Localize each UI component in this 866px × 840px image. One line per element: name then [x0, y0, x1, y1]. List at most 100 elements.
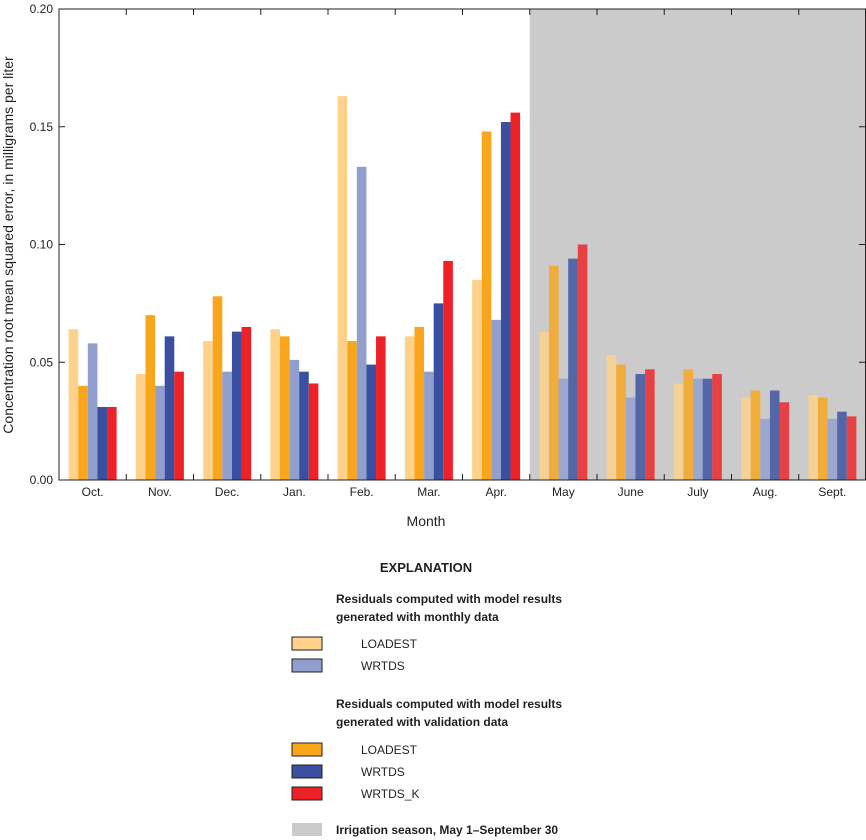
bar-loadest-monthly-aug	[741, 397, 751, 480]
legend-heading: EXPLANATION	[380, 560, 472, 575]
bar-loadest-monthly-oct	[68, 329, 79, 480]
bar-wrtds-monthly-jan	[289, 359, 300, 480]
bar-wrtds-validation-july	[702, 378, 713, 480]
bar-loadest-monthly-may	[539, 331, 549, 480]
bar-wrtds-k-validation-may	[577, 244, 588, 480]
x-tick-label-dec: Dec.	[215, 485, 240, 499]
bar-loadest-monthly-jan	[270, 329, 280, 480]
x-axis-title: Month	[407, 513, 446, 529]
y-axis-ticks: 0.00 0.05 0.10 0.15 0.20	[30, 2, 866, 487]
bar-loadest-monthly-nov	[135, 374, 146, 480]
bar-loadest-validation-jan	[279, 336, 290, 480]
bar-wrtds-k-validation-feb	[376, 336, 386, 480]
legend-label-loadest-validation: LOADEST	[361, 743, 418, 757]
bars-group	[68, 96, 857, 481]
bar-loadest-monthly-feb	[337, 96, 348, 480]
legend-swatch-wrtds-validation	[291, 764, 323, 779]
bar-loadest-monthly-mar	[404, 336, 415, 480]
bar-wrtds-validation-dec	[231, 331, 242, 480]
bar-loadest-validation-july	[683, 369, 694, 480]
bar-wrtds-validation-june	[635, 374, 646, 480]
bar-loadest-validation-feb	[347, 341, 357, 480]
bar-loadest-validation-june	[616, 364, 626, 480]
bar-wrtds-monthly-july	[693, 378, 703, 480]
y-axis-title: Concentration root mean squared error, i…	[0, 56, 16, 434]
x-tick-label-may: May	[552, 485, 575, 499]
legend-validation-heading-line1: Residuals computed with model results	[336, 697, 562, 711]
bar-wrtds-monthly-feb	[356, 166, 367, 480]
y-tick-label: 0.00	[30, 473, 54, 487]
bar-wrtds-monthly-may	[558, 378, 569, 480]
legend-swatch-loadest-validation	[291, 742, 323, 757]
x-tick-label-june: June	[618, 485, 644, 499]
bar-wrtds-k-validation-nov	[174, 371, 184, 480]
x-tick-label-sept: Sept.	[818, 485, 846, 499]
legend: EXPLANATION Residuals computed with mode…	[291, 560, 562, 837]
legend-monthly-heading-line1: Residuals computed with model results	[336, 592, 562, 606]
bar-loadest-validation-sept	[817, 397, 828, 480]
bar-loadest-monthly-june	[606, 355, 617, 480]
bar-loadest-validation-mar	[414, 326, 425, 480]
legend-label-wrtds-k-validation: WRTDS_K	[361, 787, 419, 801]
legend-label-wrtds-validation: WRTDS	[361, 765, 405, 779]
bar-wrtds-k-validation-sept	[846, 416, 857, 480]
bar-wrtds-monthly-nov	[155, 385, 165, 480]
bar-wrtds-validation-apr	[500, 122, 511, 480]
x-axis-ticks: Oct. Nov. Dec. Jan. Feb. Mar. Apr. May June July A…	[82, 9, 846, 499]
x-tick-label-mar: Mar.	[417, 485, 440, 499]
legend-monthly-heading-line2: generated with monthly data	[336, 610, 499, 624]
bar-wrtds-monthly-oct	[87, 343, 98, 480]
bar-wrtds-monthly-sept	[827, 418, 838, 480]
legend-label-irrigation: Irrigation season, May 1–September 30	[336, 823, 558, 837]
bar-wrtds-monthly-mar	[424, 371, 434, 480]
bar-wrtds-k-validation-oct	[107, 406, 117, 480]
legend-label-loadest-monthly: LOADEST	[361, 637, 418, 651]
x-tick-label-aug: Aug.	[753, 485, 778, 499]
y-tick-label: 0.20	[30, 2, 54, 16]
bar-loadest-monthly-dec	[203, 341, 213, 480]
bar-wrtds-k-validation-jan	[308, 383, 319, 480]
bar-wrtds-k-validation-june	[645, 369, 655, 480]
legend-swatch-loadest-monthly	[291, 636, 323, 651]
bar-wrtds-k-validation-july	[712, 374, 722, 480]
x-tick-label-nov: Nov.	[148, 485, 172, 499]
bar-wrtds-k-validation-apr	[510, 112, 521, 481]
legend-swatch-wrtds-k-validation	[291, 786, 323, 801]
bar-wrtds-validation-sept	[837, 411, 847, 480]
bar-loadest-validation-nov	[145, 315, 156, 480]
bar-loadest-validation-may	[548, 265, 559, 480]
legend-label-wrtds-monthly: WRTDS	[361, 659, 405, 673]
bar-wrtds-k-validation-dec	[241, 326, 252, 480]
bar-loadest-validation-oct	[78, 385, 88, 480]
bar-loadest-monthly-july	[673, 383, 684, 480]
x-tick-label-feb: Feb.	[350, 485, 374, 499]
bar-wrtds-monthly-dec	[222, 371, 232, 480]
bar-wrtds-validation-feb	[366, 364, 377, 480]
x-tick-label-apr: Apr.	[485, 485, 506, 499]
bar-wrtds-validation-aug	[769, 390, 780, 480]
y-tick-label: 0.05	[30, 355, 54, 369]
bar-wrtds-validation-mar	[433, 303, 444, 480]
bar-loadest-validation-aug	[750, 390, 761, 480]
bar-loadest-validation-dec	[212, 296, 223, 480]
bar-wrtds-monthly-apr	[491, 319, 501, 480]
bar-wrtds-validation-jan	[299, 371, 309, 480]
x-tick-label-jan: Jan.	[283, 485, 306, 499]
bar-wrtds-k-validation-mar	[443, 260, 453, 480]
y-tick-label: 0.10	[30, 238, 54, 252]
bar-wrtds-validation-oct	[97, 406, 108, 480]
legend-validation-heading-line2: generated with validation data	[336, 715, 508, 729]
legend-swatch-wrtds-monthly	[291, 658, 323, 673]
bar-wrtds-validation-may	[568, 258, 578, 480]
bar-wrtds-k-validation-aug	[779, 402, 790, 480]
bar-loadest-monthly-sept	[808, 395, 818, 480]
x-tick-label-july: July	[687, 485, 708, 499]
y-tick-label: 0.15	[30, 120, 54, 134]
bar-wrtds-monthly-aug	[760, 418, 770, 480]
legend-swatch-irrigation	[292, 823, 322, 836]
bar-loadest-monthly-apr	[472, 279, 482, 480]
x-tick-label-oct: Oct.	[82, 485, 104, 499]
bar-wrtds-monthly-june	[625, 397, 636, 480]
plot-area: 0.00 0.05 0.10 0.15 0.20 Oct. Nov. Dec. Jan. Feb…	[30, 2, 866, 499]
